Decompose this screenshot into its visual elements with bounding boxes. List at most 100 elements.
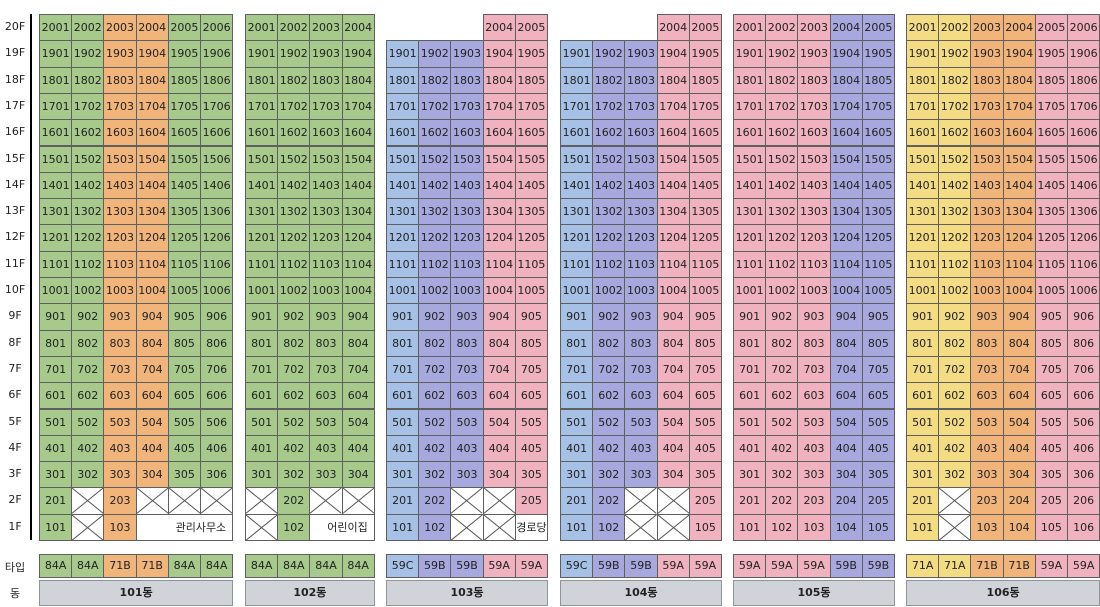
unit-cell: 703 bbox=[309, 355, 343, 384]
cross-icon bbox=[168, 488, 200, 514]
floor-label: 4F bbox=[8, 440, 22, 454]
empty-unit-cell bbox=[245, 487, 279, 515]
type-cell: 84A bbox=[309, 554, 343, 578]
unit-cell: 802 bbox=[938, 329, 972, 357]
unit-cell: 401 bbox=[906, 434, 940, 463]
unit-cell: 1101 bbox=[386, 250, 420, 278]
unit-cell: 704 bbox=[341, 355, 375, 384]
unit-cell: 1505 bbox=[514, 145, 548, 173]
unit-cell: 1702 bbox=[592, 92, 626, 121]
unit-cell: 1902 bbox=[277, 40, 311, 68]
cross-icon bbox=[939, 488, 971, 514]
unit-cell: 703 bbox=[797, 355, 831, 384]
unit-cell: 1901 bbox=[386, 40, 420, 68]
unit-cell: 1704 bbox=[135, 92, 169, 121]
unit-cell: 904 bbox=[341, 303, 375, 331]
floor-label: 16F bbox=[4, 125, 26, 139]
type-cell: 71A bbox=[906, 554, 940, 578]
unit-cell: 1205 bbox=[688, 224, 722, 252]
unit-cell: 1403 bbox=[103, 171, 137, 200]
unit-cell: 901 bbox=[39, 303, 73, 331]
unit-cell: 705 bbox=[514, 355, 548, 384]
floor-label: 3F bbox=[8, 467, 22, 481]
unit-cell: 1004 bbox=[829, 277, 863, 305]
unit-cell: 1905 bbox=[1034, 40, 1068, 68]
facility-cell: 어린이집 bbox=[309, 513, 375, 541]
unit-cell: 902 bbox=[277, 303, 311, 331]
cross-icon bbox=[657, 514, 689, 540]
unit-cell: 501 bbox=[245, 408, 279, 436]
unit-cell: 702 bbox=[592, 355, 626, 384]
unit-cell: 101 bbox=[39, 513, 73, 541]
unit-cell: 2004 bbox=[1002, 14, 1036, 42]
unit-cell: 1802 bbox=[938, 66, 972, 94]
unit-cell: 404 bbox=[1002, 434, 1036, 463]
cross-icon bbox=[72, 514, 104, 540]
unit-cell: 303 bbox=[797, 461, 831, 489]
unit-cell: 804 bbox=[341, 329, 375, 357]
unit-cell: 903 bbox=[797, 303, 831, 331]
cross-icon bbox=[451, 514, 483, 540]
unit-cell: 1105 bbox=[1034, 250, 1068, 278]
unit-cell: 301 bbox=[39, 461, 73, 489]
unit-cell: 1501 bbox=[245, 145, 279, 173]
unit-cell: 901 bbox=[906, 303, 940, 331]
unit-cell: 1404 bbox=[1002, 171, 1036, 200]
unit-cell: 502 bbox=[938, 408, 972, 436]
unit-cell: 1001 bbox=[560, 277, 594, 305]
unit-cell: 1904 bbox=[656, 40, 690, 68]
cross-icon bbox=[451, 488, 483, 514]
unit-cell: 1405 bbox=[514, 171, 548, 200]
unit-cell: 1303 bbox=[309, 198, 343, 226]
floor-label: 19F bbox=[4, 46, 26, 60]
unit-cell: 1605 bbox=[514, 119, 548, 147]
unit-cell: 1505 bbox=[688, 145, 722, 173]
unit-cell: 506 bbox=[200, 408, 234, 436]
unit-cell: 1704 bbox=[482, 92, 516, 121]
unit-cell: 503 bbox=[797, 408, 831, 436]
unit-cell: 1501 bbox=[386, 145, 420, 173]
type-cell: 59A bbox=[1034, 554, 1068, 578]
cross-icon bbox=[939, 514, 971, 540]
unit-cell: 2004 bbox=[829, 14, 863, 42]
unit-cell: 1604 bbox=[829, 119, 863, 147]
unit-cell: 1402 bbox=[277, 171, 311, 200]
unit-cell: 1102 bbox=[277, 250, 311, 278]
unit-cell: 702 bbox=[938, 355, 972, 384]
unit-cell: 402 bbox=[938, 434, 972, 463]
unit-cell: 1203 bbox=[970, 224, 1004, 252]
type-cell: 71B bbox=[970, 554, 1004, 578]
unit-cell: 304 bbox=[1002, 461, 1036, 489]
unit-cell: 505 bbox=[1034, 408, 1068, 436]
unit-cell: 1206 bbox=[200, 224, 234, 252]
unit-cell: 1504 bbox=[341, 145, 375, 173]
unit-cell: 101 bbox=[386, 513, 420, 541]
unit-cell: 1903 bbox=[797, 40, 831, 68]
unit-cell: 1804 bbox=[829, 66, 863, 94]
unit-cell: 1804 bbox=[1002, 66, 1036, 94]
unit-cell: 206 bbox=[1067, 487, 1100, 515]
unit-cell: 701 bbox=[560, 355, 594, 384]
unit-cell: 1603 bbox=[450, 119, 484, 147]
cross-icon bbox=[483, 488, 515, 514]
unit-cell: 502 bbox=[71, 408, 105, 436]
unit-cell: 1801 bbox=[39, 66, 73, 94]
type-cell: 84A bbox=[39, 554, 73, 578]
building-name: 104동 bbox=[560, 580, 722, 606]
unit-cell: 1304 bbox=[135, 198, 169, 226]
unit-cell: 303 bbox=[450, 461, 484, 489]
unit-cell: 201 bbox=[39, 487, 73, 515]
unit-cell: 2001 bbox=[733, 14, 767, 42]
unit-cell: 1202 bbox=[938, 224, 972, 252]
unit-cell: 1401 bbox=[386, 171, 420, 200]
unit-cell: 806 bbox=[200, 329, 234, 357]
unit-cell: 804 bbox=[482, 329, 516, 357]
unit-cell: 704 bbox=[829, 355, 863, 384]
unit-cell: 1502 bbox=[938, 145, 972, 173]
empty-unit-cell bbox=[656, 487, 690, 515]
unit-cell: 1803 bbox=[797, 66, 831, 94]
unit-cell: 1003 bbox=[624, 277, 658, 305]
unit-cell: 1204 bbox=[341, 224, 375, 252]
unit-cell: 1004 bbox=[1002, 277, 1036, 305]
unit-cell: 503 bbox=[970, 408, 1004, 436]
